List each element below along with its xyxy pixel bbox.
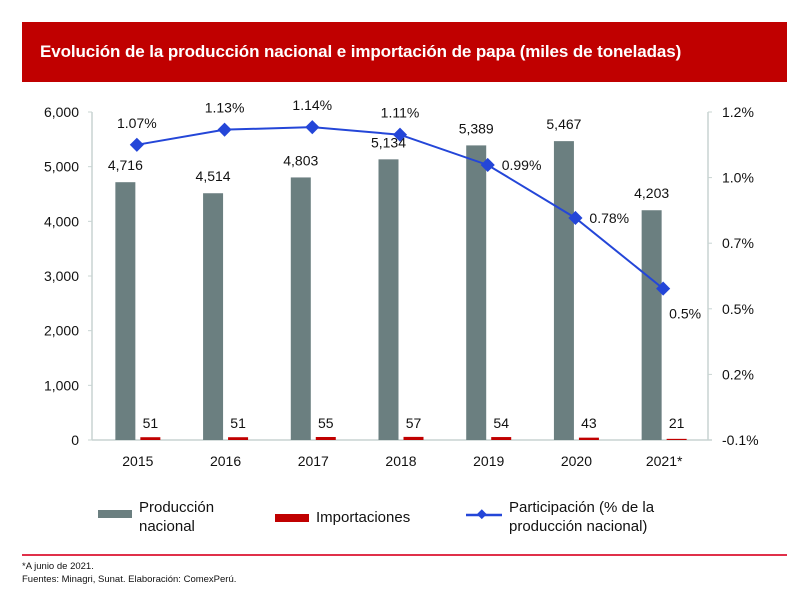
legend-label-participacion-1: Participación (% de la [509, 499, 655, 516]
data-label-participacion: 1.13% [205, 100, 245, 116]
bar-importaciones [578, 437, 599, 440]
legend-label-importaciones: Importaciones [316, 509, 411, 526]
marker-participacion [656, 281, 671, 296]
bar-produccion [115, 182, 136, 440]
data-label-importaciones: 21 [669, 415, 685, 431]
data-label-importaciones: 55 [318, 415, 334, 431]
data-label-participacion: 0.99% [502, 157, 542, 173]
right-axis-tick-label: 1.0% [722, 170, 754, 186]
data-label-participacion: 0.5% [669, 306, 701, 322]
right-axis-tick-label: 1.2% [722, 104, 754, 120]
x-axis-tick-label: 2018 [385, 453, 416, 469]
right-axis-tick-label: 0.7% [722, 235, 754, 251]
legend-produccion: Producción nacional [98, 498, 214, 536]
left-axis-tick-label: 2,000 [44, 323, 79, 339]
bar-importaciones [228, 437, 249, 440]
x-axis-tick-label: 2020 [561, 453, 592, 469]
data-label-produccion: 4,203 [634, 185, 669, 201]
left-axis-tick-label: 1,000 [44, 377, 79, 393]
chart-plot: 0 1,000 2,000 3,000 4,000 5,000 6,000 -0.1% 0.2%… [44, 97, 759, 469]
left-axis-tick-label: 6,000 [44, 104, 79, 120]
data-label-produccion: 4,716 [108, 157, 143, 173]
right-axis-tick-label: 0.2% [722, 366, 754, 382]
bar-importaciones [140, 437, 161, 440]
marker-participacion [392, 127, 408, 142]
x-axis-tick-label: 2015 [122, 453, 153, 469]
marker-participacion [480, 157, 495, 173]
x-axis-tick-label: 2016 [210, 453, 241, 469]
bar-produccion [466, 145, 487, 440]
footer-divider [22, 554, 787, 556]
data-label-importaciones: 57 [406, 415, 422, 431]
bar-importaciones [491, 437, 512, 440]
bar-importaciones [403, 436, 424, 440]
left-axis-tick-label: 4,000 [44, 213, 79, 229]
bar-produccion [378, 159, 399, 440]
data-label-importaciones: 43 [581, 415, 597, 431]
data-label-participacion: 1.14% [292, 97, 332, 113]
data-label-importaciones: 51 [230, 415, 246, 431]
legend-swatch-importaciones [275, 514, 309, 522]
right-axis-tick-label: 0.5% [722, 301, 754, 317]
bar-produccion [203, 193, 224, 440]
marker-participacion [568, 210, 583, 226]
marker-participacion [129, 137, 144, 152]
x-axis-tick-label: 2017 [298, 453, 329, 469]
data-label-produccion: 5,389 [459, 120, 494, 136]
data-label-produccion: 4,514 [196, 168, 231, 184]
chart-title-bar: Evolución de la producción nacional e im… [22, 22, 787, 82]
data-label-participacion: 1.11% [381, 105, 420, 121]
legend-importaciones: Importaciones [275, 498, 410, 527]
bar-importaciones [666, 438, 687, 440]
x-axis-tick-label: 2019 [473, 453, 504, 469]
left-axis-tick-label: 5,000 [44, 159, 79, 175]
legend-label-participacion-2: producción nacional) [509, 518, 648, 535]
data-label-produccion: 5,467 [546, 116, 581, 132]
data-label-produccion: 4,803 [283, 152, 318, 168]
left-axis-tick-label: 3,000 [44, 268, 79, 284]
data-label-participacion: 1.07% [117, 115, 157, 131]
data-label-importaciones: 54 [493, 415, 509, 431]
chart-title: Evolución de la producción nacional e im… [40, 42, 682, 61]
bar-importaciones [315, 436, 336, 440]
right-axis-tick-label: -0.1% [722, 432, 759, 448]
bar-produccion [553, 141, 574, 440]
data-label-participacion: 0.78% [589, 210, 629, 226]
legend-swatch-produccion [98, 510, 132, 518]
legend-label-produccion-1: Producción [139, 499, 215, 516]
bar-produccion [641, 210, 662, 440]
legend-swatch-participacion [466, 509, 502, 520]
legend-participacion: Participación (% de la producción nacion… [466, 498, 654, 536]
marker-participacion [305, 120, 320, 135]
x-axis-tick-label: 2021* [646, 453, 683, 469]
footnote-source: Fuentes: Minagri, Sunat. Elaboración: Co… [22, 574, 237, 585]
left-axis-tick-label: 0 [71, 432, 79, 448]
bar-produccion [290, 177, 311, 440]
legend-label-produccion-2: nacional [139, 518, 195, 535]
footnote-note: *A junio de 2021. [22, 561, 94, 572]
marker-participacion [217, 122, 232, 137]
data-label-importaciones: 51 [143, 415, 159, 431]
